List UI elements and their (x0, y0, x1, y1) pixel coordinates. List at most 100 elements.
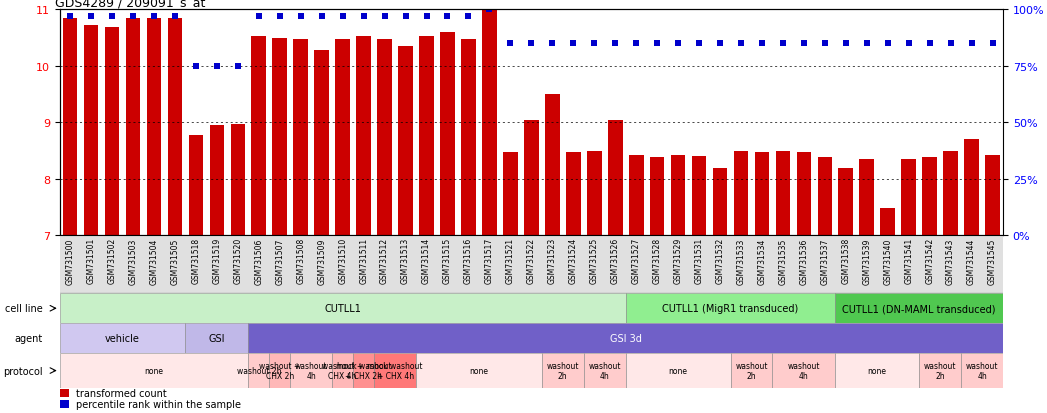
Text: GSM731524: GSM731524 (569, 237, 578, 284)
Text: none: none (669, 366, 688, 375)
Bar (608, 120, 623, 236)
Text: washout
4h: washout 4h (295, 361, 328, 380)
Text: GSM731532: GSM731532 (715, 237, 725, 284)
Text: GSM731535: GSM731535 (778, 237, 787, 284)
Bar (961, 353, 1003, 388)
Point (900, 41, 917, 47)
Bar (185, 323, 248, 353)
Text: washout
4h: washout 4h (787, 361, 820, 380)
Text: cell line: cell line (5, 304, 43, 313)
Point (544, 41, 561, 47)
Bar (629, 155, 644, 236)
Bar (209, 126, 224, 236)
Text: GSM731519: GSM731519 (213, 237, 221, 284)
Bar (818, 158, 832, 236)
Point (271, 14, 288, 20)
Point (292, 14, 309, 20)
Point (754, 41, 771, 47)
Text: CUTLL1: CUTLL1 (325, 304, 361, 313)
Point (522, 41, 540, 47)
Bar (836, 294, 1003, 323)
Bar (314, 51, 329, 236)
Point (208, 64, 225, 70)
Point (104, 14, 120, 20)
Bar (503, 152, 517, 236)
Text: CUTLL1 (DN-MAML transduced): CUTLL1 (DN-MAML transduced) (843, 304, 996, 313)
Text: GSM731531: GSM731531 (694, 237, 704, 284)
Bar (776, 151, 790, 236)
Text: GSM731510: GSM731510 (338, 237, 348, 284)
Text: GSM731545: GSM731545 (988, 237, 997, 284)
Point (229, 64, 246, 70)
Bar (860, 160, 874, 236)
Text: GSM731503: GSM731503 (129, 237, 137, 284)
Bar (919, 353, 961, 388)
Bar (650, 158, 665, 236)
Point (502, 41, 518, 47)
Text: GSI: GSI (208, 333, 225, 343)
Bar (836, 353, 919, 388)
Text: transformed count: transformed count (76, 388, 166, 398)
Bar (272, 38, 287, 236)
Point (187, 64, 204, 70)
Point (859, 41, 875, 47)
Bar (734, 151, 749, 236)
Text: none: none (144, 366, 163, 375)
Bar (943, 151, 958, 236)
Text: washout
4h: washout 4h (965, 361, 998, 380)
Point (166, 14, 183, 20)
Bar (84, 26, 98, 236)
Bar (105, 28, 119, 236)
Text: GSM731511: GSM731511 (359, 237, 369, 284)
Bar (985, 156, 1000, 236)
Point (796, 41, 812, 47)
Point (397, 14, 414, 20)
Bar (713, 168, 728, 236)
Bar (377, 40, 392, 236)
Point (460, 14, 476, 20)
Text: washout +
CHX 2h: washout + CHX 2h (260, 361, 300, 380)
Point (83, 14, 99, 20)
Point (313, 14, 330, 20)
Bar (63, 19, 77, 236)
Bar (248, 353, 269, 388)
Text: GSM731504: GSM731504 (150, 237, 158, 284)
Point (670, 41, 687, 47)
Bar (248, 323, 1003, 353)
Bar (922, 158, 937, 236)
Bar (356, 38, 371, 236)
Bar (461, 40, 475, 236)
Text: none: none (868, 366, 887, 375)
Text: GSM731525: GSM731525 (589, 237, 599, 284)
Bar (353, 353, 374, 388)
Point (921, 41, 938, 47)
Bar (755, 152, 770, 236)
Text: percentile rank within the sample: percentile rank within the sample (76, 399, 241, 409)
Point (691, 41, 708, 47)
Bar (398, 47, 413, 236)
Text: GSM731506: GSM731506 (254, 237, 264, 284)
Bar (416, 353, 542, 388)
Text: GDS4289 / 209091_s_at: GDS4289 / 209091_s_at (54, 0, 205, 9)
Point (334, 14, 351, 20)
Text: washout +
CHX 4h: washout + CHX 4h (322, 361, 363, 380)
Text: GSM731505: GSM731505 (171, 237, 179, 284)
Point (376, 14, 393, 20)
Text: GSM731538: GSM731538 (842, 237, 850, 284)
Text: GSM731526: GSM731526 (610, 237, 620, 284)
Bar (692, 157, 707, 236)
Bar (566, 152, 581, 236)
Bar (126, 19, 140, 236)
Bar (251, 38, 266, 236)
Text: GSM731539: GSM731539 (863, 237, 871, 284)
Text: GSM731514: GSM731514 (422, 237, 431, 284)
Point (838, 41, 854, 47)
Point (775, 41, 792, 47)
Bar (60, 353, 248, 388)
Text: GSM731516: GSM731516 (464, 237, 473, 284)
Bar (671, 156, 686, 236)
Point (439, 14, 455, 20)
Bar (332, 353, 353, 388)
Text: GSM731512: GSM731512 (380, 237, 389, 284)
Text: mock washout
+ CHX 2h: mock washout + CHX 2h (336, 361, 392, 380)
